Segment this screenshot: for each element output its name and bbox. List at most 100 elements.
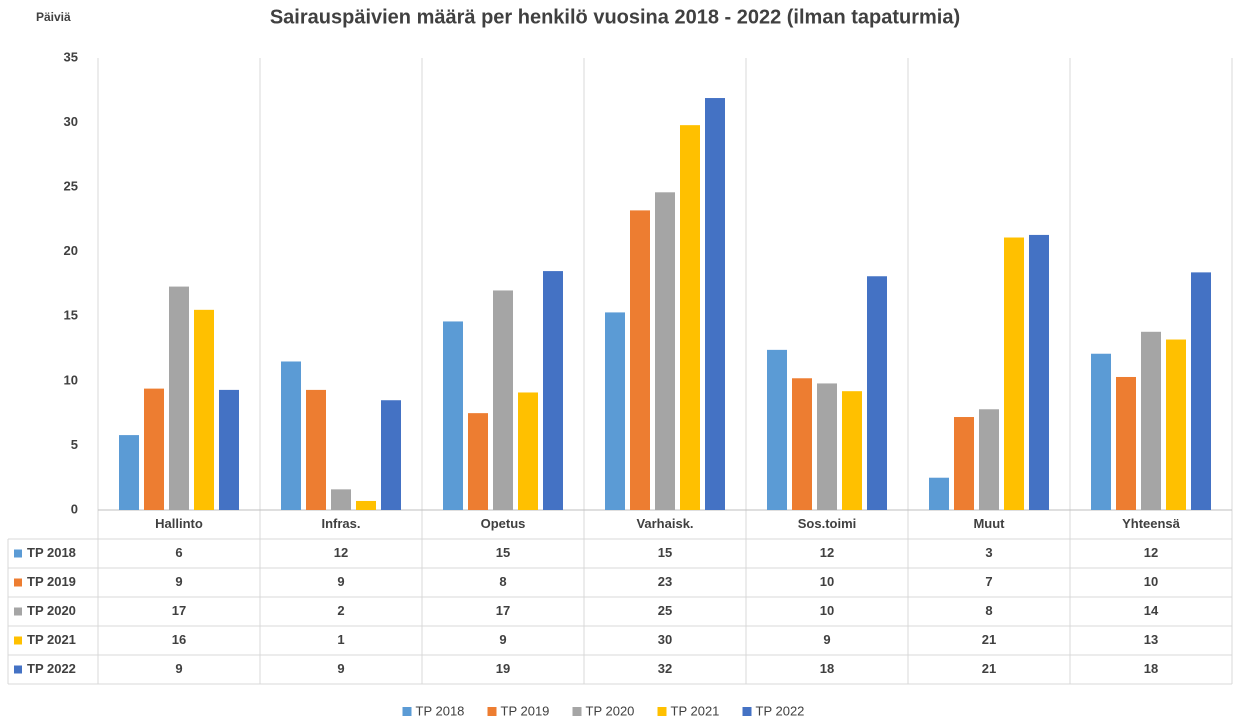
table-cell: 21	[982, 661, 996, 676]
table-cell: 25	[658, 603, 672, 618]
chart-title: Sairauspäivien määrä per henkilö vuosina…	[270, 6, 960, 28]
table-cell: 9	[499, 632, 506, 647]
table-legend-key	[14, 549, 22, 558]
bar	[867, 276, 887, 510]
bar	[468, 413, 488, 510]
legend-key	[572, 707, 582, 716]
bar	[381, 400, 401, 510]
bar	[219, 389, 239, 510]
legend-key	[742, 707, 752, 716]
legend-key	[487, 707, 497, 716]
bar	[1091, 353, 1111, 510]
x-tick-label: Varhaisk.	[636, 516, 693, 531]
legend-key	[657, 707, 667, 716]
bar	[169, 286, 189, 510]
bar	[1029, 234, 1049, 510]
bar	[630, 210, 650, 511]
y-tick-label: 35	[64, 49, 78, 64]
bar	[1004, 237, 1024, 510]
table-cell: 30	[658, 632, 672, 647]
table-cell: 14	[1144, 603, 1159, 618]
table-cell: 10	[1144, 574, 1158, 589]
bar	[929, 477, 949, 510]
x-tick-label: Yhteensä	[1122, 516, 1181, 531]
table-cell: 8	[985, 603, 992, 618]
table-series-name: TP 2018	[27, 545, 76, 560]
table-cell: 2	[337, 603, 344, 618]
y-tick-label: 20	[64, 243, 78, 258]
bar	[605, 312, 625, 510]
bar	[1116, 376, 1136, 510]
bar	[331, 489, 351, 510]
x-tick-label: Muut	[973, 516, 1005, 531]
table-cell: 8	[499, 574, 506, 589]
bar	[306, 389, 326, 510]
table-legend-key	[14, 607, 22, 616]
bar	[281, 361, 301, 510]
y-tick-label: 0	[71, 501, 78, 516]
table-cell: 9	[175, 574, 182, 589]
table-cell: 18	[820, 661, 834, 676]
table-cell: 17	[172, 603, 186, 618]
bar	[792, 378, 812, 510]
y-tick-label: 5	[71, 437, 78, 452]
bar	[1191, 272, 1211, 510]
bar	[655, 192, 675, 510]
legend-label: TP 2021	[671, 703, 720, 718]
x-tick-label: Infras.	[321, 516, 360, 531]
bar	[842, 391, 862, 510]
y-tick-label: 10	[64, 372, 78, 387]
y-tick-label: 30	[64, 114, 78, 129]
bar	[194, 309, 214, 510]
table-cell: 12	[1144, 545, 1158, 560]
table-series-name: TP 2021	[27, 632, 76, 647]
table-cell: 7	[985, 574, 992, 589]
table-cell: 21	[982, 632, 996, 647]
bar	[767, 349, 787, 510]
x-tick-label: Hallinto	[155, 516, 203, 531]
legend-label: TP 2022	[756, 703, 805, 718]
legend-label: TP 2019	[501, 703, 550, 718]
table-cell: 10	[820, 603, 834, 618]
table-legend-key	[14, 665, 22, 674]
table-cell: 6	[175, 545, 182, 560]
table-cell: 19	[496, 661, 510, 676]
table-cell: 13	[1144, 632, 1158, 647]
table-cell: 9	[175, 661, 182, 676]
bar	[979, 409, 999, 510]
table-cell: 15	[658, 545, 672, 560]
y-tick-label: 15	[64, 308, 78, 323]
x-tick-label: Sos.toimi	[798, 516, 857, 531]
table-cell: 9	[337, 661, 344, 676]
legend-label: TP 2018	[416, 703, 465, 718]
bar	[1166, 339, 1186, 510]
bar	[518, 392, 538, 510]
table-legend-key	[14, 578, 22, 587]
table-cell: 12	[820, 545, 834, 560]
table-cell: 23	[658, 574, 672, 589]
table-cell: 9	[823, 632, 830, 647]
table-series-name: TP 2019	[27, 574, 76, 589]
table-cell: 15	[496, 545, 510, 560]
table-cell: 12	[334, 545, 348, 560]
bar	[705, 98, 725, 510]
table-cell: 3	[985, 545, 992, 560]
y-axis-label: Päiviä	[36, 10, 71, 24]
legend-key	[402, 707, 412, 716]
bar	[119, 435, 139, 510]
table-cell: 10	[820, 574, 834, 589]
table-legend-key	[14, 636, 22, 645]
bar	[817, 383, 837, 510]
table-cell: 1	[337, 632, 344, 647]
bar	[543, 271, 563, 510]
bar	[680, 125, 700, 510]
bar	[356, 500, 376, 510]
y-tick-label: 25	[64, 179, 78, 194]
table-cell: 32	[658, 661, 672, 676]
bar	[443, 321, 463, 510]
table-cell: 9	[337, 574, 344, 589]
table-series-name: TP 2022	[27, 661, 76, 676]
table-cell: 17	[496, 603, 510, 618]
legend-label: TP 2020	[586, 703, 635, 718]
